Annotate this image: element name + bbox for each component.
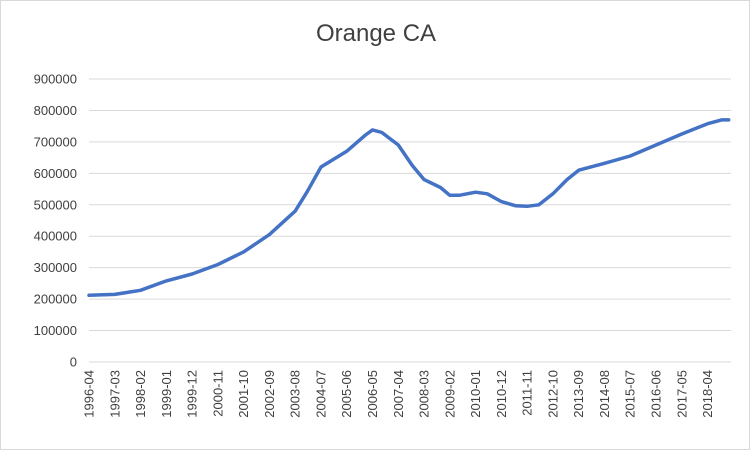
y-tick-label: 800000 xyxy=(34,103,77,118)
y-tick-label: 700000 xyxy=(34,134,77,149)
x-tick-label: 2003-08 xyxy=(288,370,303,418)
x-tick-label: 2002-09 xyxy=(262,370,277,418)
x-tick-label: 2016-06 xyxy=(649,370,664,418)
y-tick-label: 200000 xyxy=(34,292,77,307)
y-tick-label: 0 xyxy=(70,355,77,370)
chart-title: Orange CA xyxy=(315,20,437,47)
x-tick-label: 2007-04 xyxy=(391,370,406,418)
x-tick-label: 2011-11 xyxy=(520,370,535,416)
x-tick-label: 2015-07 xyxy=(623,370,638,418)
x-tick-label: 1999-01 xyxy=(159,370,174,418)
x-tick-label: 2012-10 xyxy=(545,370,560,418)
x-tick-label: 2008-03 xyxy=(417,370,432,418)
x-tick-label: 2004-07 xyxy=(313,370,328,418)
x-tick-label: 2001-10 xyxy=(236,370,251,418)
y-tick-label: 900000 xyxy=(34,72,77,87)
x-tick-label: 1997-03 xyxy=(107,370,122,418)
x-tick-label: 2010-01 xyxy=(468,370,483,418)
x-tick-label: 1996-04 xyxy=(82,370,97,418)
series-line-0 xyxy=(87,118,731,298)
x-tick-label: 2018-04 xyxy=(700,370,715,418)
x-tick-label: 2010-12 xyxy=(494,370,509,418)
x-tick-label: 2009-02 xyxy=(442,370,457,418)
x-tick-label: 2000-11 xyxy=(210,370,225,417)
x-tick-label: 1998-02 xyxy=(133,370,148,418)
y-tick-label: 400000 xyxy=(34,229,77,244)
x-tick-label: 2006-05 xyxy=(365,370,380,418)
y-tick-label: 100000 xyxy=(34,323,77,338)
x-tick-label: 1999-12 xyxy=(185,370,200,418)
x-tick-label: 2013-09 xyxy=(571,370,586,418)
x-tick-label: 2014-08 xyxy=(597,370,612,418)
y-tick-label: 500000 xyxy=(34,197,77,212)
x-tick-label: 2017-05 xyxy=(674,370,689,418)
x-tick-label: 2005-06 xyxy=(339,370,354,418)
y-tick-label: 300000 xyxy=(34,260,77,275)
y-tick-label: 600000 xyxy=(34,166,77,181)
